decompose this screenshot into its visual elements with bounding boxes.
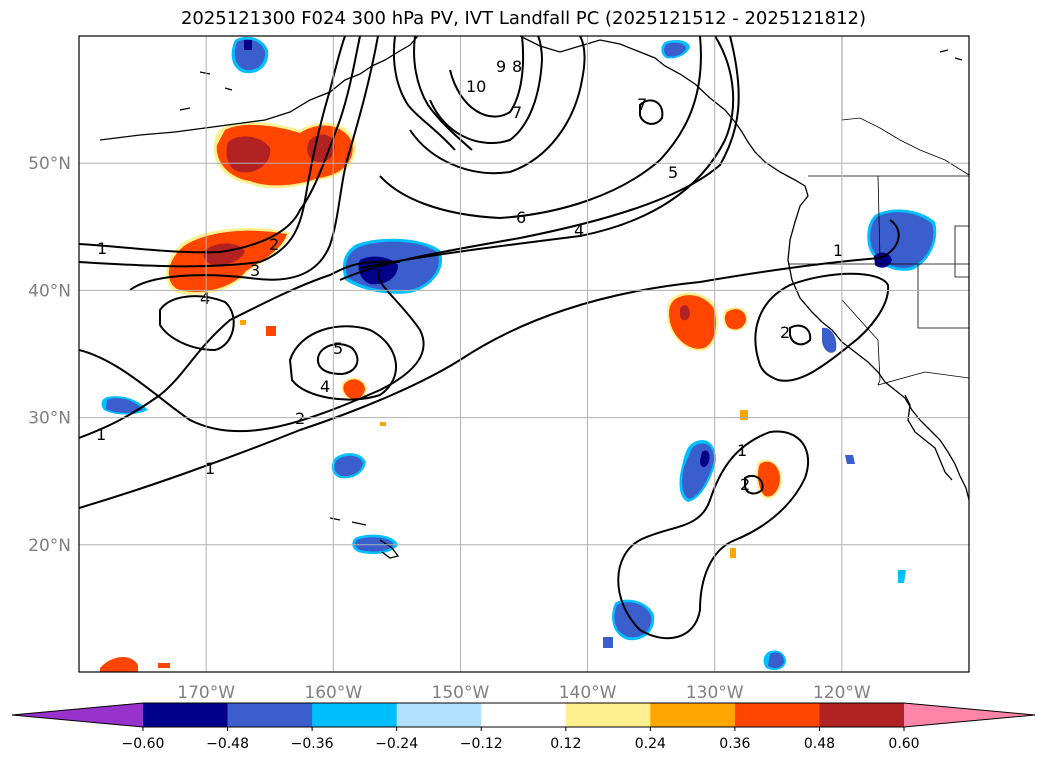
colorbar-tick-label: 0.48 bbox=[804, 736, 835, 752]
colorbar-segment bbox=[565, 703, 651, 727]
negative-anomaly-region bbox=[342, 238, 443, 294]
contour-label: 2 bbox=[740, 475, 750, 494]
pv-contour-1 bbox=[79, 36, 361, 254]
pv-contour-2 bbox=[79, 269, 425, 433]
contour-labels: 1 2 3 4 5 4 2 1 1 6 4 5 7 8 9 10 7 1 2 1… bbox=[96, 57, 843, 494]
pv-contour-1 bbox=[79, 260, 401, 439]
contour-label: 1 bbox=[205, 459, 215, 478]
colorbar-segment bbox=[819, 703, 905, 727]
negative-anomaly-region bbox=[231, 36, 269, 74]
contour-label: 3 bbox=[250, 261, 260, 280]
pv-contour-9 bbox=[429, 36, 544, 145]
colorbar-extend-low bbox=[12, 703, 143, 727]
colorbar-tick-label: −0.24 bbox=[375, 736, 418, 752]
contour-label: 2 bbox=[780, 323, 790, 342]
plot-frame bbox=[78, 35, 970, 673]
lon-tick-label: 140°W bbox=[559, 683, 617, 703]
negative-anomaly-region bbox=[101, 396, 148, 415]
contour-label: 2 bbox=[269, 235, 279, 254]
lat-tick-label: 20°N bbox=[28, 536, 71, 556]
lat-tick-label: 30°N bbox=[28, 409, 71, 429]
contour-label: 1 bbox=[96, 425, 106, 444]
negative-anomaly-region bbox=[679, 439, 716, 502]
pv-contour-2 bbox=[744, 474, 764, 495]
pv-contour-4 bbox=[159, 295, 235, 352]
colorbar-segment bbox=[143, 703, 229, 727]
negative-anomaly-region bbox=[661, 40, 690, 59]
colorbar-segment bbox=[312, 703, 398, 727]
colorbar-tick-label: 0.24 bbox=[635, 736, 666, 752]
pv-contour-7 bbox=[392, 36, 456, 151]
pv-contour-5 bbox=[316, 343, 359, 376]
pv-contour-2 bbox=[754, 272, 890, 382]
contour-label: 5 bbox=[333, 339, 343, 358]
negative-anomaly-region bbox=[612, 599, 655, 641]
colorbar-tick-label: −0.48 bbox=[206, 736, 249, 752]
positive-anomaly-region bbox=[667, 292, 719, 351]
positive-anomaly-region bbox=[341, 377, 367, 401]
pv-contour-7 bbox=[379, 36, 702, 220]
colorbar-tick-label: −0.36 bbox=[291, 736, 334, 752]
contour-label: 9 bbox=[496, 57, 506, 76]
longitude-labels: 170°W 160°W 150°W 140°W 130°W 120°W bbox=[177, 683, 871, 703]
pv-contour-2 bbox=[789, 324, 812, 346]
colorbar-segment bbox=[396, 703, 482, 727]
pv-contour-1 bbox=[79, 219, 900, 509]
colorbar-segment bbox=[481, 703, 567, 727]
contour-label: 1 bbox=[737, 441, 747, 460]
contour-label: 4 bbox=[574, 221, 584, 240]
pv-contours bbox=[79, 36, 900, 640]
negative-anomaly-region bbox=[867, 209, 937, 271]
pv-contour-7 bbox=[639, 99, 664, 125]
pv-contour-10 bbox=[449, 36, 525, 118]
negative-anomaly-region bbox=[603, 327, 906, 670]
contour-label: 5 bbox=[668, 163, 678, 182]
colorbar-tick-label: −0.12 bbox=[460, 736, 503, 752]
colorbar-tick-label: −0.60 bbox=[122, 736, 165, 752]
colorbar-segment bbox=[734, 703, 820, 727]
pv-contour-5 bbox=[359, 36, 735, 269]
lon-tick-label: 160°W bbox=[304, 683, 362, 703]
pv-contour-6 bbox=[413, 36, 473, 151]
pv-contour-4 bbox=[288, 325, 397, 401]
country-borders bbox=[788, 36, 969, 386]
colorbar-segment bbox=[650, 703, 736, 727]
contour-label: 10 bbox=[466, 77, 486, 96]
ivt-fill-layer bbox=[100, 36, 937, 672]
contour-label: 6 bbox=[516, 208, 526, 227]
contour-label: 8 bbox=[512, 57, 522, 76]
colorbar: −0.60 −0.48 −0.36 −0.24 −0.12 0.12 0.24 0.36 0.4… bbox=[11, 702, 1036, 752]
lon-tick-label: 150°W bbox=[432, 683, 490, 703]
lon-tick-label: 130°W bbox=[686, 683, 744, 703]
pv-contour-2 bbox=[79, 36, 346, 268]
pv-contour-1 bbox=[617, 430, 810, 640]
contour-label: 1 bbox=[833, 241, 843, 260]
gridlines bbox=[79, 36, 969, 672]
contour-label: 2 bbox=[295, 409, 305, 428]
colorbar-tick-label: 0.12 bbox=[550, 736, 581, 752]
contour-label: 1 bbox=[97, 239, 107, 258]
negative-anomaly-region bbox=[331, 453, 366, 479]
positive-anomaly-region bbox=[166, 227, 290, 295]
pv-contour-3 bbox=[129, 36, 379, 291]
contour-label: 4 bbox=[320, 377, 330, 396]
colorbar-tick-label: 0.36 bbox=[719, 736, 750, 752]
colorbar-extend-high bbox=[904, 703, 1035, 727]
coastlines bbox=[99, 36, 969, 559]
lat-tick-label: 50°N bbox=[28, 154, 71, 174]
lon-tick-label: 120°W bbox=[813, 683, 871, 703]
positive-anomaly-region bbox=[722, 307, 748, 331]
positive-anomaly-region bbox=[100, 320, 748, 672]
chart-title: 2025121300 F024 300 hPa PV, IVT Landfall… bbox=[180, 8, 867, 29]
contour-label: 4 bbox=[200, 289, 210, 308]
colorbar-tick-label: 0.60 bbox=[888, 736, 919, 752]
contour-label: 7 bbox=[637, 95, 647, 114]
colorbar-segment bbox=[227, 703, 313, 727]
contour-label: 7 bbox=[512, 103, 522, 122]
lon-tick-label: 170°W bbox=[177, 683, 235, 703]
latitude-labels: 50°N 40°N 30°N 20°N bbox=[28, 154, 71, 556]
lat-tick-label: 40°N bbox=[28, 281, 71, 301]
